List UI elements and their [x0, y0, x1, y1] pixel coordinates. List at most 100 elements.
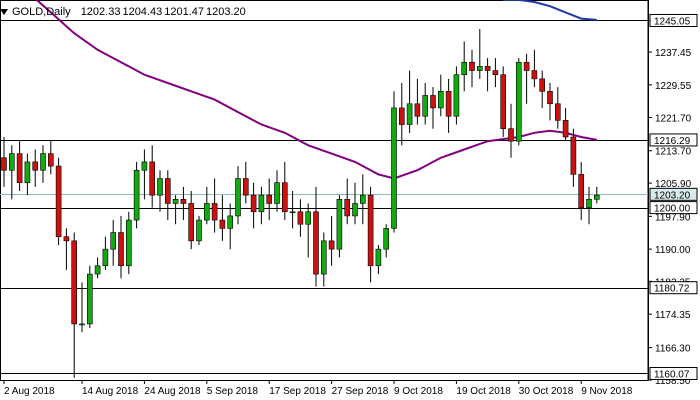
candle-body — [157, 178, 163, 196]
price-tag-label: 1203.20 — [654, 190, 691, 201]
price-tag-box — [649, 13, 698, 27]
candle — [165, 170, 171, 221]
candle-body — [79, 323, 85, 326]
candle — [484, 58, 491, 92]
plot-frame — [0, 0, 649, 381]
candle-body — [445, 91, 452, 117]
candle-body — [328, 240, 335, 250]
candle-body — [523, 61, 530, 71]
candle — [508, 103, 514, 158]
candle-body — [47, 153, 54, 167]
price-tag-label: 1160.07 — [654, 369, 690, 380]
candle — [16, 141, 23, 191]
candle — [476, 29, 483, 79]
candle — [250, 182, 257, 229]
candle — [172, 195, 179, 225]
candle-body — [258, 194, 265, 213]
candle-body — [531, 70, 538, 80]
candle — [328, 215, 335, 266]
candle — [398, 83, 405, 146]
time-tick-label: 14 Aug 2018 — [82, 386, 139, 397]
price-axis: 1237.45 1229.55 1221.70 1213.70 1205.90 1197.… — [648, 0, 698, 387]
candle — [289, 191, 296, 229]
candle-body — [297, 211, 304, 225]
price-tag-box — [649, 133, 698, 147]
candle — [297, 199, 304, 237]
time-tick-label: 5 Sep 2018 — [207, 386, 259, 397]
candle — [55, 157, 62, 245]
candle-body — [180, 199, 187, 204]
candle-body — [508, 128, 514, 142]
candle-body — [539, 78, 546, 92]
low-value: 1201.47 — [164, 6, 204, 18]
candle-body — [250, 194, 257, 213]
chart-header: GOLD,Daily 1202.33 1204.43 1201.47 1203.… — [0, 0, 246, 24]
price-tick-label: 1158.50 — [655, 376, 691, 387]
candle — [461, 41, 468, 92]
candle-body — [562, 120, 569, 138]
candle-body — [422, 95, 429, 117]
current-price-tag: 1203.20 — [649, 187, 698, 201]
candle-body — [63, 236, 70, 242]
candle — [266, 178, 273, 221]
candle — [445, 78, 452, 133]
candle-body — [437, 91, 444, 109]
candle-body — [430, 95, 436, 109]
price-tick-label: 1221.70 — [655, 113, 692, 124]
candle — [71, 232, 77, 378]
candle — [453, 66, 460, 125]
candle — [578, 161, 585, 221]
candle — [593, 186, 600, 204]
candle-body — [235, 178, 241, 217]
candle — [235, 166, 241, 225]
candle — [430, 87, 436, 129]
candle — [305, 203, 312, 258]
candle — [141, 149, 148, 200]
candle — [63, 228, 70, 270]
candle — [211, 178, 218, 233]
price-level-tag: 1216.29 — [649, 133, 698, 147]
candle — [437, 74, 444, 117]
candle-body — [211, 203, 218, 221]
price-tick-label: 1213.70 — [655, 147, 692, 158]
candle-body — [593, 194, 600, 200]
candle-body — [367, 194, 374, 267]
candle-body — [40, 153, 46, 171]
price-tick-label: 1197.90 — [655, 212, 691, 223]
symbol-label: GOLD,Daily — [12, 6, 71, 18]
candle-body — [118, 232, 124, 267]
candles — [1, 29, 600, 378]
candle-body — [305, 211, 312, 225]
candle-body — [71, 240, 77, 325]
candle — [149, 145, 155, 208]
time-tick-label: 24 Aug 2018 — [144, 386, 201, 397]
candle — [500, 66, 507, 137]
candle — [274, 170, 280, 212]
candle-body — [87, 273, 93, 325]
candle — [375, 245, 382, 275]
moving-average-blue — [503, 0, 597, 21]
candle — [531, 49, 538, 88]
candle-body — [359, 194, 366, 204]
candle — [24, 153, 31, 196]
candle — [196, 215, 202, 245]
candle — [422, 83, 429, 125]
candle-body — [383, 228, 390, 250]
candle — [87, 265, 93, 329]
candle — [391, 91, 397, 233]
candle-body — [500, 74, 507, 129]
candle-body — [484, 66, 491, 71]
candle-body — [274, 182, 280, 204]
candle-body — [570, 136, 577, 175]
candle — [1, 137, 7, 187]
price-level-tag: 1160.07 — [649, 366, 698, 380]
time-tick-label: 9 Oct 2018 — [394, 386, 443, 397]
candle-body — [375, 248, 382, 267]
time-axis: 2 Aug 2018 14 Aug 2018 24 Aug 2018 5 Sep 20… — [0, 380, 648, 397]
candle-body — [141, 161, 148, 171]
candle — [47, 141, 54, 175]
candle-body — [110, 232, 116, 250]
candle — [344, 178, 351, 225]
candle-body — [492, 70, 499, 75]
